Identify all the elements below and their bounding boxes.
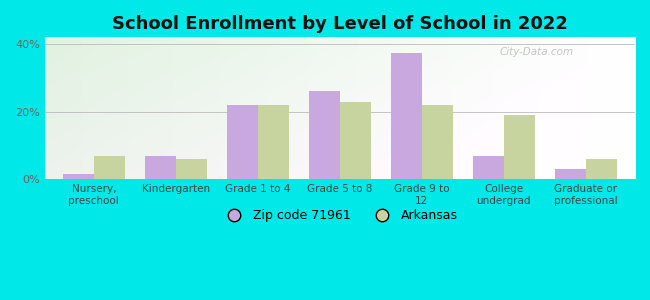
Bar xyxy=(586,159,617,179)
Bar xyxy=(422,105,453,179)
Legend: Zip code 71961, Arkansas: Zip code 71961, Arkansas xyxy=(217,204,463,227)
Bar xyxy=(227,105,258,179)
Bar xyxy=(94,156,125,179)
Bar xyxy=(473,156,504,179)
Bar xyxy=(258,105,289,179)
Bar xyxy=(309,92,340,179)
Bar xyxy=(340,102,371,179)
Bar xyxy=(145,156,176,179)
Bar xyxy=(391,52,422,179)
Text: City-Data.com: City-Data.com xyxy=(499,47,573,57)
Bar xyxy=(504,115,535,179)
Title: School Enrollment by Level of School in 2022: School Enrollment by Level of School in … xyxy=(112,15,567,33)
Bar xyxy=(176,159,207,179)
Bar xyxy=(62,174,94,179)
Bar xyxy=(554,169,586,179)
